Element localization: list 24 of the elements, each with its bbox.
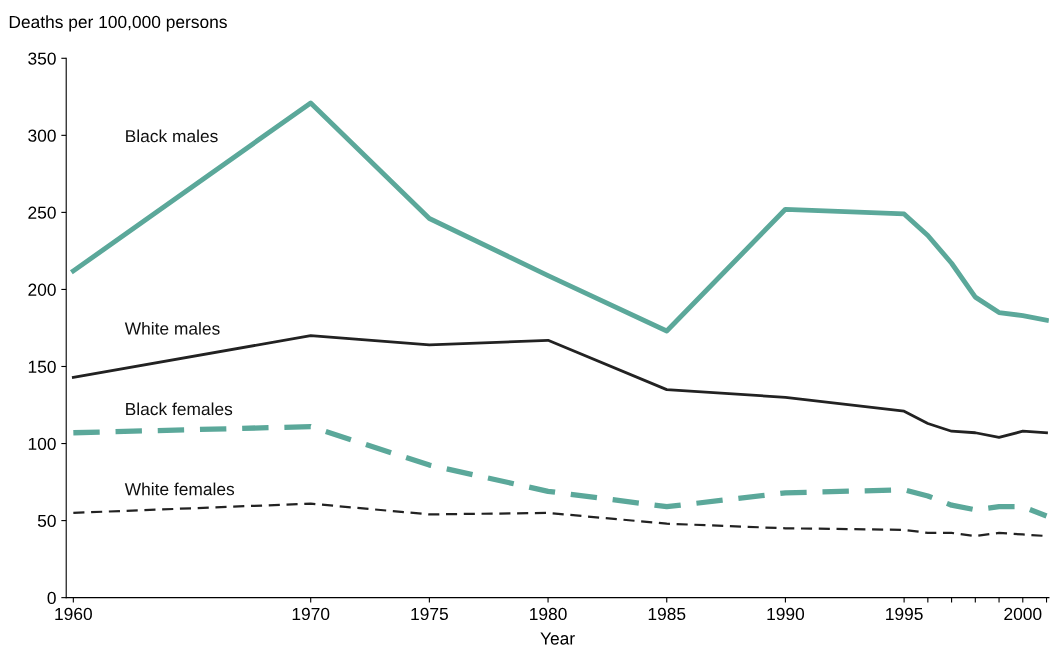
line-series [70,100,1049,334]
y-tick-label: 300 [28,129,56,142]
y-axis-title: Deaths per 100,000 persons [9,15,227,32]
series-label: White males [124,321,220,335]
x-tick-label: 1985 [648,607,686,621]
line-series [71,334,1048,439]
x-tick-label: 1960 [55,607,92,621]
y-tick-label: 0 [47,591,56,605]
x-tick-label: 1975 [411,607,448,621]
x-tick-label: 1980 [530,607,567,621]
x-tick-label: 2000 [1004,607,1042,621]
y-tick-label: 50 [37,514,56,528]
x-axis-title: Year [540,632,575,645]
y-tick-label: 250 [28,206,56,219]
y-tick-label: 100 [28,437,56,450]
x-tick-label: 1995 [886,607,923,621]
series-label: White females [124,482,235,496]
x-tick-label: 1970 [292,607,330,621]
y-tick-label: 200 [28,283,56,296]
y-tick-label: 150 [28,360,56,373]
series-label: Black males [126,129,218,143]
y-tick-label: 350 [28,52,56,65]
x-tick-label: 1990 [767,607,805,621]
series-label: Black females [126,402,233,416]
